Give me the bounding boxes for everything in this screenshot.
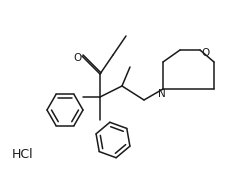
Text: O: O bbox=[202, 48, 210, 58]
Text: HCl: HCl bbox=[12, 148, 34, 162]
Text: O: O bbox=[73, 53, 81, 63]
Text: N: N bbox=[158, 89, 166, 99]
